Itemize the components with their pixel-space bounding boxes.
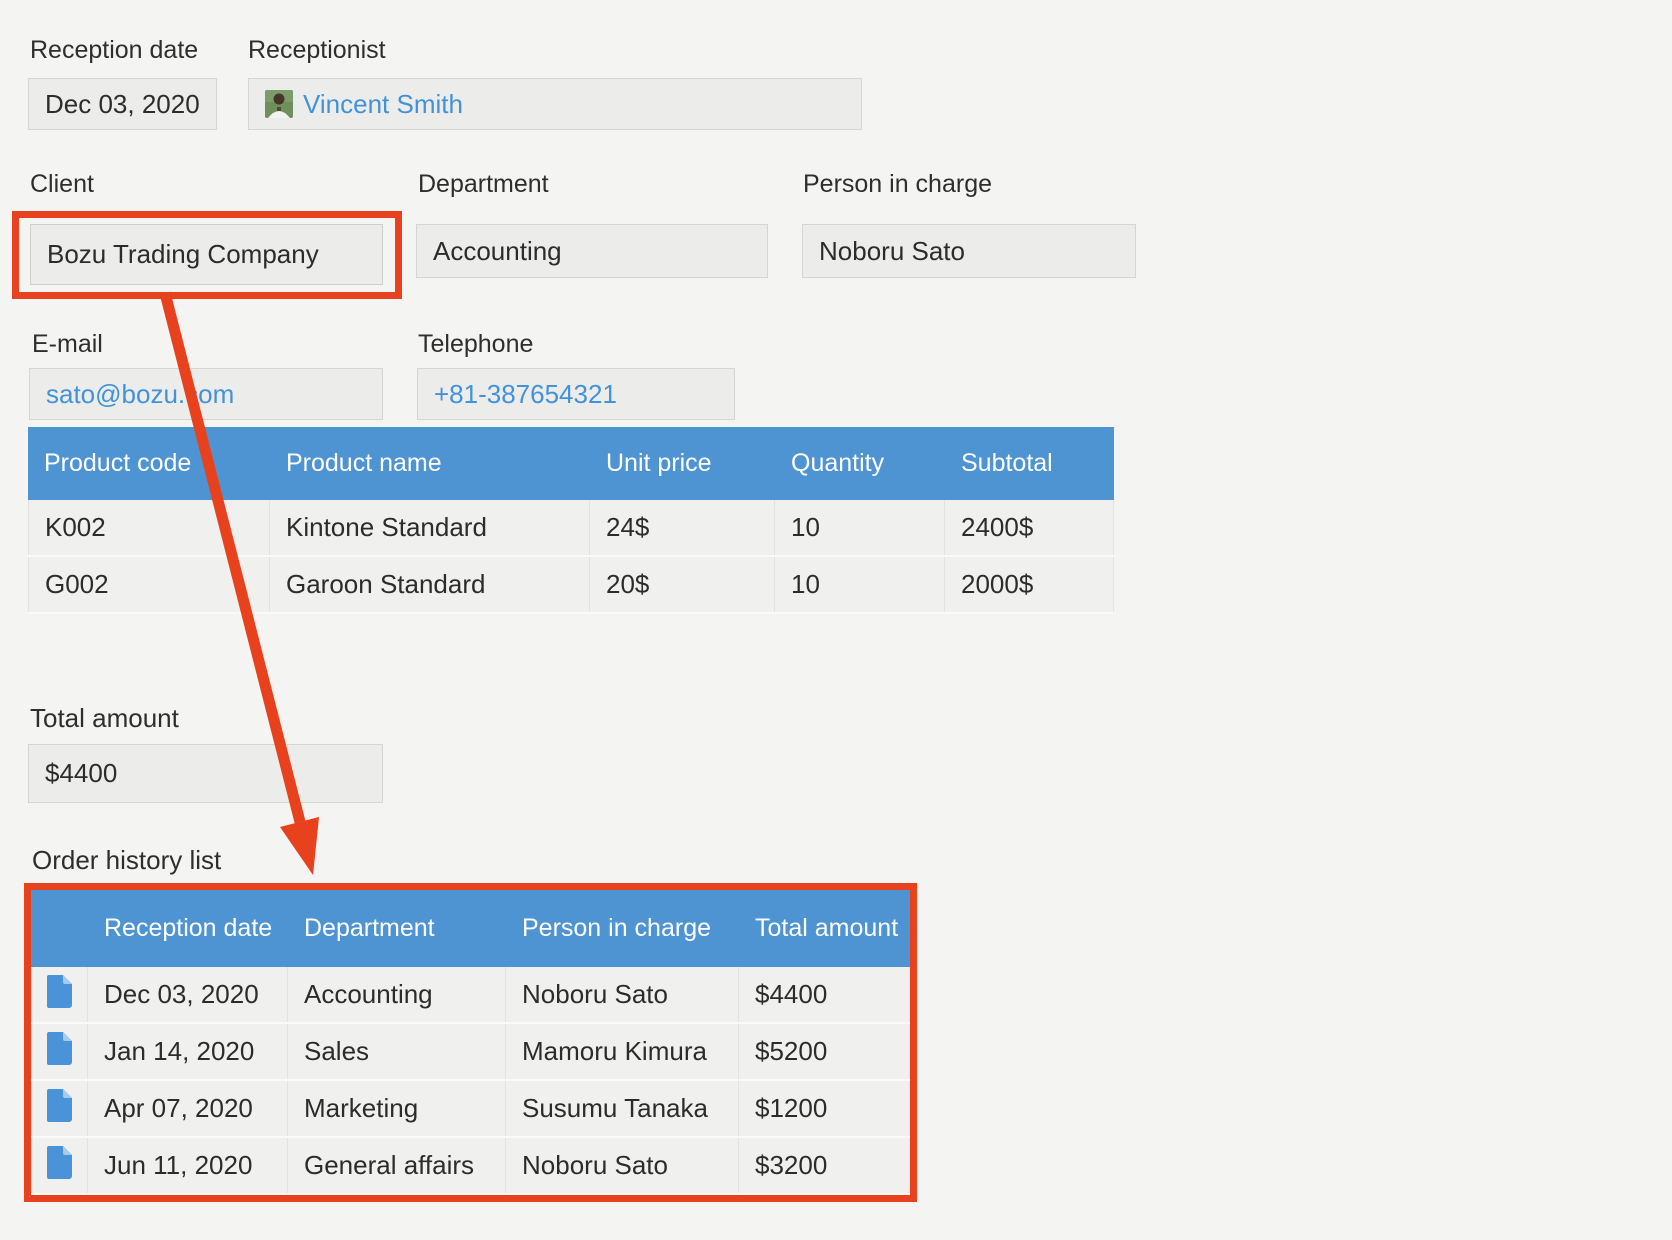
order-department-cell: Accounting bbox=[288, 967, 506, 1022]
email-label: E-mail bbox=[32, 330, 103, 358]
order-department-cell: Marketing bbox=[288, 1081, 506, 1136]
order-reception-date-cell: Dec 03, 2020 bbox=[88, 967, 288, 1022]
document-icon[interactable] bbox=[47, 974, 72, 1015]
order-history-header-reception-date: Reception date bbox=[104, 914, 273, 942]
quantity-cell: 10 bbox=[775, 500, 945, 555]
email-link[interactable]: sato@bozu.com bbox=[46, 378, 235, 409]
order-department-cell: General affairs bbox=[288, 1138, 506, 1193]
person-in-charge-value: Noboru Sato bbox=[819, 235, 965, 266]
total-amount-label: Total amount bbox=[30, 703, 179, 733]
document-icon[interactable] bbox=[47, 1031, 72, 1072]
subtotal-cell: 2400$ bbox=[945, 500, 1114, 555]
document-icon[interactable] bbox=[47, 1145, 72, 1186]
products-header-quantity: Quantity bbox=[791, 449, 885, 477]
client-field: Bozu Trading Company bbox=[30, 224, 383, 285]
record-icon-cell bbox=[31, 1024, 88, 1079]
product-code-cell: G002 bbox=[28, 557, 270, 612]
reception-date-label: Reception date bbox=[30, 36, 199, 64]
order-history-header-row: Reception date Department Person in char… bbox=[31, 890, 910, 967]
order-total-amount-cell: $3200 bbox=[739, 1138, 910, 1193]
receptionist-link[interactable]: Vincent Smith bbox=[303, 88, 463, 119]
products-header-product-name: Product name bbox=[286, 449, 442, 477]
order-person-in-charge-cell: Noboru Sato bbox=[506, 967, 739, 1022]
unit-price-cell: 20$ bbox=[590, 557, 775, 612]
receptionist-label: Receptionist bbox=[248, 36, 386, 64]
products-header-subtotal: Subtotal bbox=[961, 449, 1053, 477]
order-history-row: Dec 03, 2020 Accounting Noboru Sato $440… bbox=[31, 967, 910, 1024]
document-icon[interactable] bbox=[47, 1088, 72, 1129]
product-name-cell: Kintone Standard bbox=[270, 500, 590, 555]
order-history-header-total-amount: Total amount bbox=[755, 914, 899, 942]
telephone-field: +81-387654321 bbox=[417, 368, 735, 420]
client-label: Client bbox=[30, 170, 94, 198]
record-icon-cell bbox=[31, 1081, 88, 1136]
products-table-row: K002 Kintone Standard 24$ 10 2400$ bbox=[28, 500, 1114, 557]
department-field: Accounting bbox=[416, 224, 768, 278]
department-value: Accounting bbox=[433, 235, 562, 266]
order-history-table: Reception date Department Person in char… bbox=[31, 890, 910, 1195]
order-history-header-icon-spacer bbox=[31, 890, 88, 967]
products-table-header-row: Product code Product name Unit price Qua… bbox=[28, 427, 1114, 500]
order-total-amount-cell: $1200 bbox=[739, 1081, 910, 1136]
client-value: Bozu Trading Company bbox=[47, 239, 319, 269]
order-history-row: Jan 14, 2020 Sales Mamoru Kimura $5200 bbox=[31, 1024, 910, 1081]
order-person-in-charge-cell: Susumu Tanaka bbox=[506, 1081, 739, 1136]
person-in-charge-field: Noboru Sato bbox=[802, 224, 1136, 278]
reception-date-field: Dec 03, 2020 bbox=[28, 78, 217, 130]
receptionist-field: Vincent Smith bbox=[248, 78, 862, 130]
order-person-in-charge-cell: Mamoru Kimura bbox=[506, 1024, 739, 1079]
order-person-in-charge-cell: Noboru Sato bbox=[506, 1138, 739, 1193]
order-history-label: Order history list bbox=[32, 845, 222, 875]
total-amount-value: $4400 bbox=[45, 758, 118, 788]
reception-date-value: Dec 03, 2020 bbox=[45, 88, 200, 119]
product-name-cell: Garoon Standard bbox=[270, 557, 590, 612]
order-history-header-department: Department bbox=[304, 914, 435, 942]
person-in-charge-label: Person in charge bbox=[803, 170, 993, 198]
product-code-cell: K002 bbox=[28, 500, 270, 555]
order-history-row: Jun 11, 2020 General affairs Noboru Sato… bbox=[31, 1138, 910, 1195]
products-header-product-code: Product code bbox=[44, 449, 192, 477]
record-icon-cell bbox=[31, 1138, 88, 1193]
order-reception-date-cell: Jan 14, 2020 bbox=[88, 1024, 288, 1079]
record-icon-cell bbox=[31, 967, 88, 1022]
products-header-unit-price: Unit price bbox=[606, 449, 712, 477]
telephone-link[interactable]: +81-387654321 bbox=[434, 378, 617, 409]
email-field: sato@bozu.com bbox=[29, 368, 383, 420]
order-history-header-person-in-charge: Person in charge bbox=[522, 914, 712, 942]
subtotal-cell: 2000$ bbox=[945, 557, 1114, 612]
products-table: Product code Product name Unit price Qua… bbox=[28, 427, 1114, 614]
order-total-amount-cell: $5200 bbox=[739, 1024, 910, 1079]
order-department-cell: Sales bbox=[288, 1024, 506, 1079]
unit-price-cell: 24$ bbox=[590, 500, 775, 555]
user-photo-avatar bbox=[265, 90, 293, 118]
order-history-row: Apr 07, 2020 Marketing Susumu Tanaka $12… bbox=[31, 1081, 910, 1138]
products-table-row: G002 Garoon Standard 20$ 10 2000$ bbox=[28, 557, 1114, 614]
order-reception-date-cell: Jun 11, 2020 bbox=[88, 1138, 288, 1193]
department-label: Department bbox=[418, 170, 549, 198]
telephone-label: Telephone bbox=[418, 330, 534, 358]
order-total-amount-cell: $4400 bbox=[739, 967, 910, 1022]
total-amount-field: $4400 bbox=[28, 744, 383, 803]
quantity-cell: 10 bbox=[775, 557, 945, 612]
order-reception-date-cell: Apr 07, 2020 bbox=[88, 1081, 288, 1136]
